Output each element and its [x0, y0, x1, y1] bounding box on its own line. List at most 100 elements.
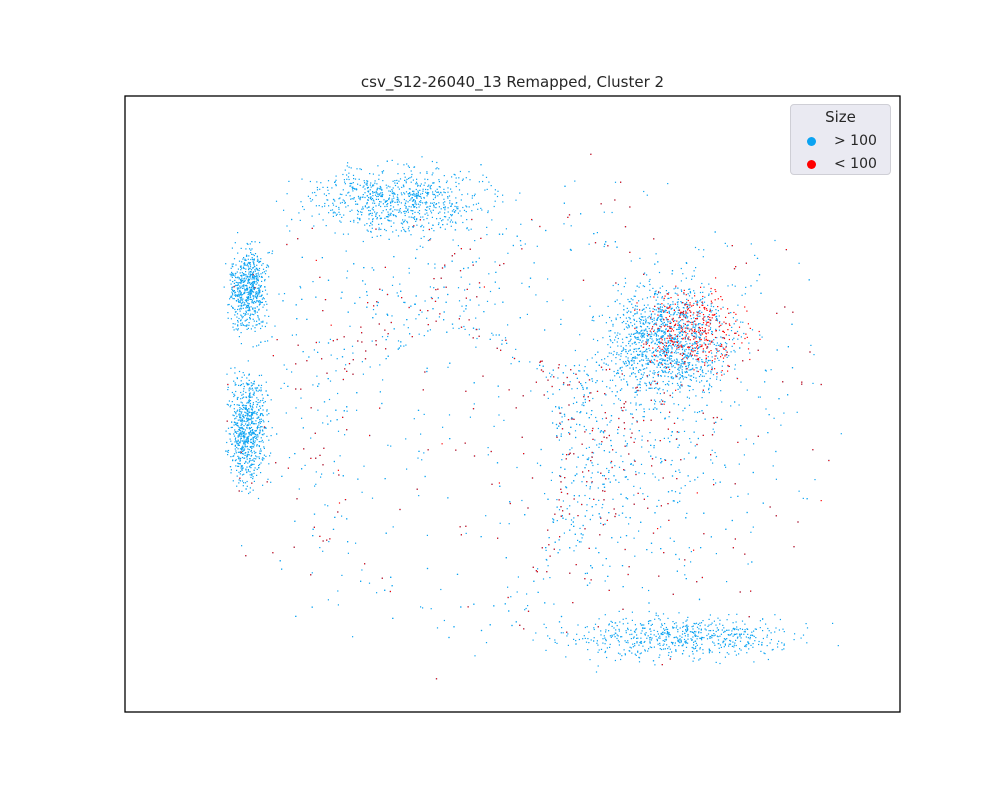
- scatter-point: [551, 471, 553, 474]
- scatter-point: [283, 364, 285, 366]
- scatter-point: [626, 443, 628, 445]
- scatter-point: [658, 309, 660, 311]
- scatter-point: [671, 270, 674, 272]
- scatter-point: [252, 393, 254, 396]
- scatter-point: [550, 376, 552, 378]
- scatter-point: [243, 278, 245, 280]
- scatter-point: [554, 541, 556, 543]
- scatter-point: [720, 371, 722, 373]
- scatter-point: [680, 364, 682, 366]
- scatter-point: [798, 262, 800, 264]
- scatter-point: [679, 332, 681, 335]
- scatter-point: [720, 353, 723, 355]
- scatter-point: [252, 273, 254, 275]
- scatter-point: [612, 325, 614, 327]
- scatter-point: [711, 367, 713, 370]
- scatter-point: [767, 432, 769, 434]
- scatter-point: [721, 337, 723, 339]
- scatter-point: [263, 446, 265, 448]
- scatter-point: [590, 414, 592, 416]
- scatter-point: [233, 290, 235, 292]
- scatter-point: [751, 561, 753, 563]
- scatter-point: [685, 640, 687, 642]
- scatter-point: [690, 561, 692, 563]
- scatter-point: [641, 329, 643, 331]
- scatter-point: [647, 363, 649, 365]
- scatter-point: [251, 253, 253, 255]
- scatter-point: [665, 350, 667, 352]
- scatter-point: [627, 359, 629, 361]
- scatter-point: [642, 416, 644, 418]
- scatter-point: [660, 355, 662, 357]
- scatter-point: [697, 327, 700, 329]
- scatter-point: [592, 452, 595, 454]
- scatter-point: [336, 419, 338, 421]
- scatter-point: [253, 431, 255, 433]
- scatter-point: [246, 285, 248, 287]
- scatter-point: [241, 376, 243, 378]
- scatter-point: [255, 401, 257, 403]
- scatter-point: [256, 311, 258, 313]
- scatter-point: [697, 324, 699, 326]
- scatter-point: [667, 366, 669, 369]
- scatter-point: [230, 318, 232, 320]
- scatter-point: [258, 432, 260, 434]
- scatter-point: [250, 293, 252, 295]
- scatter-point: [347, 311, 349, 313]
- scatter-point: [656, 331, 658, 333]
- scatter-point: [576, 466, 578, 468]
- scatter-point: [235, 295, 237, 297]
- scatter-point: [260, 413, 262, 416]
- scatter-point: [734, 364, 736, 366]
- scatter-point: [810, 344, 812, 346]
- scatter-point: [708, 314, 710, 316]
- scatter-point: [731, 326, 733, 328]
- scatter-point: [240, 433, 242, 435]
- scatter-point: [631, 373, 633, 375]
- scatter-point: [639, 282, 641, 284]
- scatter-point: [634, 555, 636, 557]
- scatter-point: [627, 384, 629, 386]
- scatter-point: [234, 275, 236, 277]
- scatter-point: [265, 390, 267, 392]
- scatter-point: [665, 371, 667, 374]
- scatter-point: [235, 390, 237, 393]
- scatter-point: [249, 487, 251, 489]
- scatter-point: [646, 351, 648, 353]
- scatter-point: [260, 441, 262, 443]
- scatter-point: [657, 363, 659, 365]
- scatter-point: [268, 463, 270, 465]
- scatter-point: [715, 312, 717, 314]
- scatter-point: [647, 339, 649, 341]
- scatter-point: [539, 464, 542, 467]
- scatter-point: [694, 326, 696, 328]
- scatter-point: [621, 350, 623, 352]
- scatter-point: [259, 295, 261, 297]
- scatter-point: [701, 359, 703, 361]
- scatter-point: [658, 328, 660, 330]
- scatter-point: [709, 385, 711, 387]
- scatter-point: [247, 419, 250, 421]
- scatter-point: [261, 298, 263, 300]
- scatter-point: [726, 343, 728, 345]
- scatter-point: [243, 273, 245, 275]
- scatter-point: [569, 248, 572, 251]
- scatter-point: [250, 328, 252, 330]
- scatter-point: [716, 315, 718, 317]
- scatter-point: [684, 350, 686, 353]
- scatter-point: [317, 409, 319, 411]
- scatter-point: [583, 476, 585, 478]
- scatter-point: [686, 376, 688, 379]
- scatter-point: [700, 366, 702, 368]
- scatter-point: [600, 430, 602, 432]
- scatter-point: [635, 326, 637, 328]
- scatter-point: [251, 445, 253, 447]
- scatter-point: [644, 311, 646, 313]
- scatter-point: [248, 298, 250, 300]
- scatter-point: [241, 271, 243, 274]
- scatter-point: [622, 586, 624, 588]
- scatter-point: [252, 253, 254, 256]
- scatter-point: [710, 340, 712, 343]
- scatter-point: [660, 526, 662, 528]
